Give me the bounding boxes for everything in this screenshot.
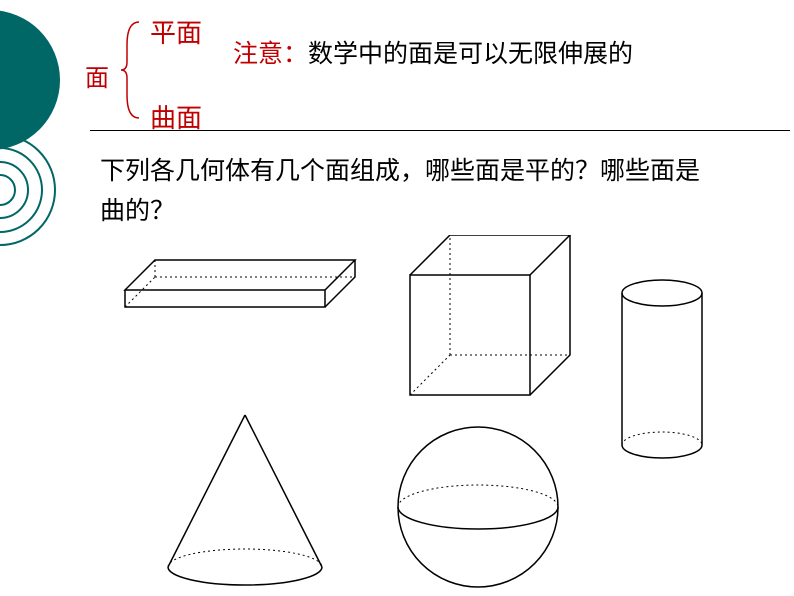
sphere (398, 427, 558, 587)
rectangular-prism-flat (125, 260, 355, 307)
header-section: 面 平面 曲面 注意：数学中的面是可以无限伸展的 (85, 10, 775, 130)
cube (410, 235, 570, 395)
note-body: 数学中的面是可以无限伸展的 (308, 41, 633, 68)
note-text: 注意：数学中的面是可以无限伸展的 (233, 35, 633, 75)
cylinder (622, 280, 702, 458)
flat-surface-label: 平面 (150, 13, 202, 50)
surface-label: 面 (85, 58, 109, 93)
shapes-area (90, 235, 790, 595)
bracket-icon (117, 20, 147, 120)
cone (168, 415, 322, 585)
divider-line (90, 130, 790, 131)
note-prefix: 注意： (233, 41, 308, 68)
question-text: 下列各几何体有几个面组成，哪些面是平的？哪些面是曲的？ (100, 152, 700, 232)
